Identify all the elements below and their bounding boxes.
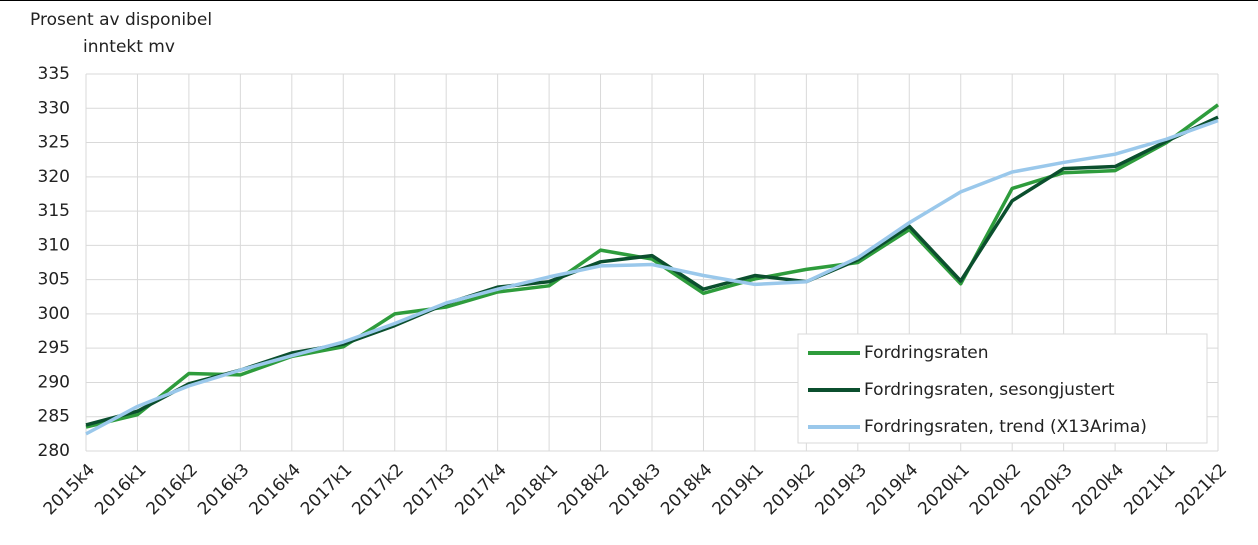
legend-label: Fordringsraten [864, 343, 989, 363]
x-tick-label: 2020k3 [1017, 460, 1076, 519]
x-tick-label: 2021k2 [1172, 460, 1231, 519]
y-tick-label: 285 [38, 407, 70, 427]
x-tick-label: 2017k4 [451, 460, 510, 519]
x-tick-label: 2021k1 [1120, 460, 1179, 519]
x-tick-label: 2019k2 [760, 460, 819, 519]
y-tick-label: 315 [38, 201, 70, 221]
series-line [85, 115, 1219, 427]
x-tick-label: 2016k3 [194, 460, 253, 519]
y-tick-label: 290 [38, 372, 70, 392]
x-tick-label: 2016k2 [143, 460, 202, 519]
y-tick-label: 310 [38, 235, 70, 255]
y-axis-label: inntekt mv [83, 37, 175, 57]
x-tick-label: 2017k1 [297, 460, 356, 519]
x-tick-label: 2020k2 [966, 460, 1025, 519]
x-tick-label: 2018k4 [657, 460, 716, 519]
legend-label: Fordringsraten, trend (X13Arima) [864, 417, 1147, 437]
x-tick-label: 2018k2 [554, 460, 613, 519]
legend-label: Fordringsraten, sesongjustert [864, 380, 1115, 400]
x-tick-label: 2017k2 [348, 460, 407, 519]
y-axis-label: Prosent av disponibel [30, 10, 212, 30]
y-tick-label: 330 [38, 98, 70, 118]
y-tick-label: 300 [38, 304, 70, 324]
x-tick-label: 2020k4 [1069, 460, 1128, 519]
x-tick-label: 2018k3 [606, 460, 665, 519]
y-tick-label: 295 [38, 338, 70, 358]
x-tick-label: 2017k3 [400, 460, 459, 519]
x-tick-label: 2015k4 [40, 460, 99, 519]
series-line [85, 103, 1220, 429]
y-tick-label: 280 [38, 441, 70, 461]
series-line [85, 118, 1219, 436]
x-tick-label: 2020k1 [914, 460, 973, 519]
y-tick-label: 335 [38, 64, 70, 84]
y-tick-label: 325 [38, 133, 70, 153]
x-tick-label: 2019k3 [812, 460, 871, 519]
legend-box [797, 333, 1208, 444]
x-tick-label: 2016k4 [246, 460, 305, 519]
y-tick-label: 305 [38, 270, 70, 290]
y-tick-label: 320 [38, 167, 70, 187]
x-tick-label: 2018k1 [503, 460, 562, 519]
x-tick-label: 2019k1 [709, 460, 768, 519]
x-tick-label: 2019k4 [863, 460, 922, 519]
x-tick-label: 2016k1 [91, 460, 150, 519]
